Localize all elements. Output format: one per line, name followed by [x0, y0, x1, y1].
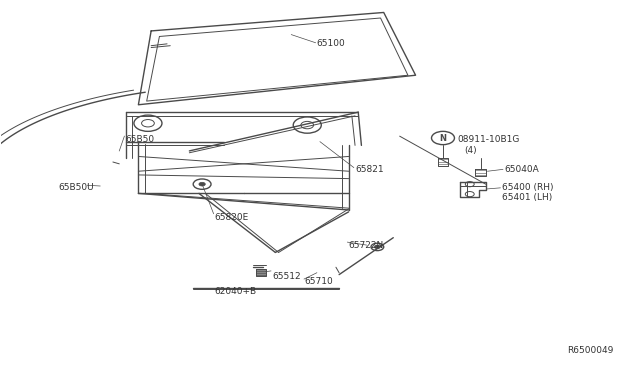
- Text: 65B50U: 65B50U: [59, 183, 94, 192]
- Text: 65400 (RH): 65400 (RH): [502, 183, 553, 192]
- Text: 62040+B: 62040+B: [215, 287, 257, 296]
- Text: 65722N: 65722N: [349, 241, 384, 250]
- Text: 65512: 65512: [272, 272, 301, 281]
- Text: 08911-10B1G: 08911-10B1G: [457, 135, 520, 144]
- Text: 65820E: 65820E: [215, 213, 249, 222]
- Text: R6500049: R6500049: [567, 346, 613, 355]
- Circle shape: [199, 182, 205, 186]
- Text: 65100: 65100: [317, 39, 346, 48]
- Text: (4): (4): [465, 147, 477, 155]
- Polygon shape: [256, 269, 266, 276]
- Text: 65401 (LH): 65401 (LH): [502, 193, 552, 202]
- Text: 65821: 65821: [355, 165, 383, 174]
- Text: N: N: [440, 134, 447, 142]
- Text: 65040A: 65040A: [505, 165, 540, 174]
- Circle shape: [375, 246, 380, 248]
- Text: 65710: 65710: [304, 278, 333, 286]
- Text: 65B50: 65B50: [125, 135, 155, 144]
